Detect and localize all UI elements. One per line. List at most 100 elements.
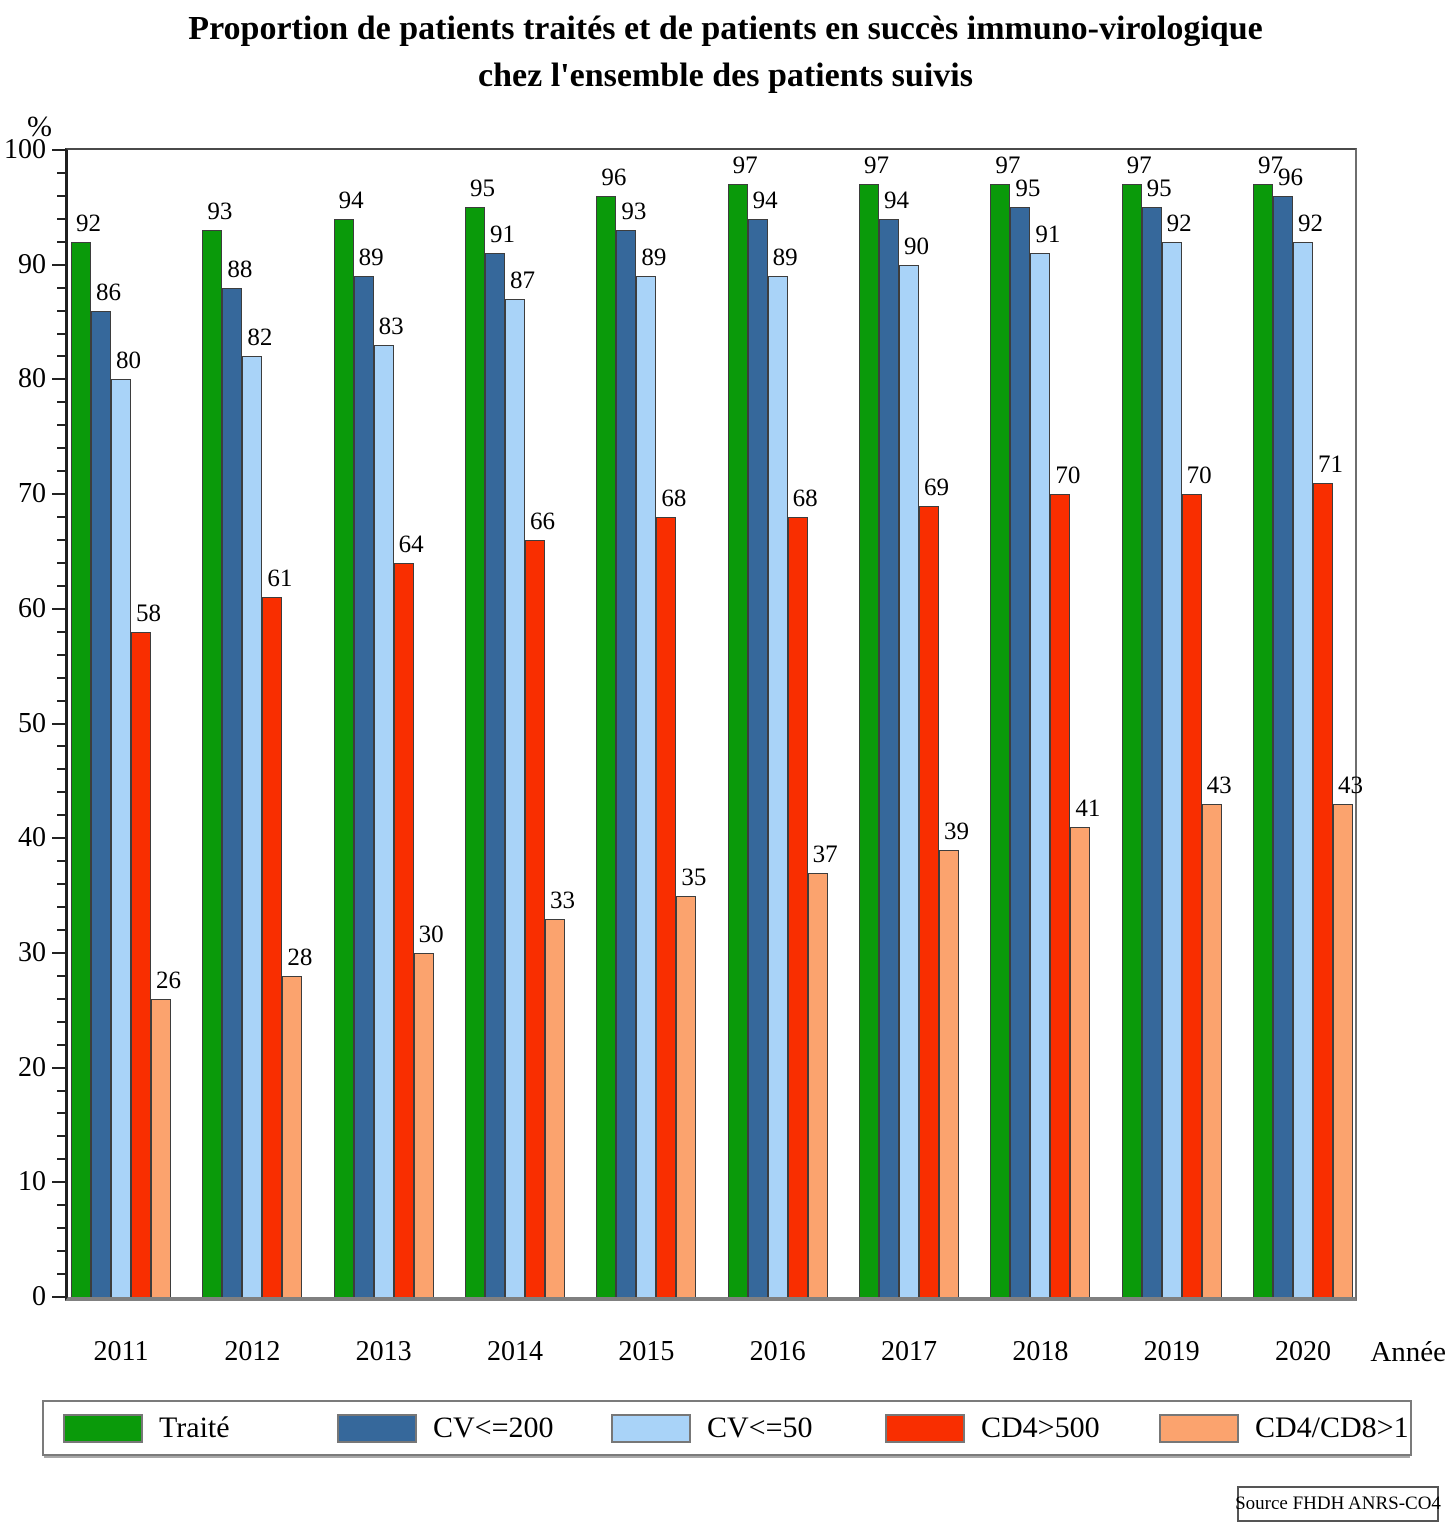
bar-value-label: 80 [116, 347, 141, 375]
bar-value-label: 97 [995, 152, 1021, 180]
bar-value-label: 58 [136, 599, 161, 627]
bar-cd4500-2014 [525, 539, 545, 1297]
y-tick-label-100: 100 [4, 134, 46, 165]
bar-cd4500-2015 [656, 517, 677, 1297]
y-major-tick [52, 378, 65, 381]
y-minor-tick [57, 1043, 65, 1046]
bar-trait-2014 [465, 207, 485, 1297]
bar-cd4cd81-2014 [545, 918, 565, 1297]
x-tick-label-2019: 2019 [1143, 1336, 1200, 1367]
y-major-tick [52, 607, 65, 610]
y-major-tick [52, 149, 65, 151]
bar-cd4500-2011 [131, 631, 151, 1297]
chart-title: Proportion de patients traités et de pat… [0, 6, 1451, 100]
bar-value-label: 91 [490, 221, 515, 249]
y-minor-tick [57, 1250, 65, 1253]
bar-trait-2011 [71, 241, 91, 1297]
bar-value-label: 66 [530, 507, 555, 535]
y-major-tick [52, 837, 65, 840]
y-axis-unit-label: % [27, 110, 52, 143]
y-minor-tick [57, 194, 65, 197]
legend-swatch-cv200 [337, 1413, 417, 1443]
bar-value-label: 71 [1318, 450, 1343, 478]
x-tick-label-2016: 2016 [749, 1336, 806, 1367]
bar-value-label: 70 [1055, 462, 1081, 490]
y-minor-tick [57, 928, 65, 931]
bar-trait-2013 [333, 218, 354, 1297]
legend-label-cv200: CV<=200 [433, 1411, 554, 1444]
y-minor-tick [57, 470, 65, 473]
bar-cd4500-2013 [393, 562, 414, 1297]
y-major-tick [52, 1066, 65, 1069]
bar-cv50-2012 [242, 356, 263, 1297]
y-minor-tick [57, 424, 65, 427]
plot-area: 92 86 80 58 26 93 88 82 61 28 94 89 83 64 30 95 91 87 66 33… [65, 148, 1363, 1301]
bar-value-label: 69 [924, 473, 949, 501]
bar-cd4500-2018 [1050, 494, 1071, 1297]
bar-value-label: 70 [1186, 462, 1212, 490]
bar-cv200-2012 [222, 287, 243, 1297]
legend-item-cd4500: CD4>500 [866, 1411, 1140, 1445]
bar-value-label: 82 [247, 324, 273, 352]
bar-value-label: 33 [550, 886, 575, 914]
y-minor-tick [57, 860, 65, 863]
y-major-tick [52, 263, 65, 266]
y-minor-tick [57, 1135, 65, 1138]
bar-trait-2017 [859, 184, 879, 1297]
bar-value-label: 95 [1015, 175, 1041, 203]
y-minor-tick [57, 584, 65, 587]
legend-label-traite: Traité [159, 1411, 230, 1444]
bar-cd4cd81-2017 [939, 849, 959, 1297]
y-minor-tick [57, 1158, 65, 1161]
y-tick-label-50: 50 [18, 707, 46, 739]
bar-value-label: 93 [207, 198, 233, 226]
y-tick-label-20: 20 [18, 1051, 46, 1083]
bar-cv200-2014 [485, 253, 505, 1297]
bar-cv50-2017 [899, 264, 919, 1297]
bar-value-label: 37 [812, 840, 838, 868]
bar-cv200-2018 [1010, 207, 1031, 1297]
x-axis-labels: 2011 2012 2013 2014 2015 2016 2017 2018 2019 2020 [65, 1336, 1357, 1376]
bar-value-label: 26 [156, 966, 181, 994]
legend-swatch-cd4500 [885, 1413, 965, 1443]
y-minor-tick [57, 653, 65, 656]
y-minor-tick [57, 630, 65, 633]
bar-value-label: 97 [732, 152, 758, 180]
bar-cv50-2011 [111, 379, 131, 1297]
bar-value-label: 93 [621, 198, 647, 226]
bar-value-label: 96 [1278, 163, 1303, 191]
y-minor-tick [57, 516, 65, 519]
legend-swatch-traite [63, 1413, 143, 1443]
bar-cd4cd81-2019 [1201, 803, 1222, 1297]
bar-value-label: 28 [287, 943, 313, 971]
bar-cd4cd81-2012 [282, 975, 303, 1297]
bar-value-label: 97 [1126, 152, 1152, 180]
bar-trait-2016 [727, 184, 748, 1297]
bar-value-label: 41 [1075, 794, 1101, 822]
source-box: Source FHDH ANRS-CO4 [1235, 1486, 1441, 1522]
bar-value-label: 97 [1258, 152, 1283, 180]
bar-value-label: 92 [1298, 209, 1323, 237]
bar-cv200-2011 [91, 310, 111, 1297]
bar-cd4500-2017 [919, 505, 939, 1297]
legend-item-cd4cd8: CD4/CD8>1 [1140, 1411, 1414, 1445]
y-minor-tick [57, 217, 65, 220]
x-tick-label-2012: 2012 [224, 1336, 281, 1367]
bar-trait-2020 [1253, 184, 1273, 1297]
y-minor-tick [57, 906, 65, 909]
y-minor-tick [57, 791, 65, 794]
y-major-tick [52, 493, 65, 496]
bar-cv50-2019 [1161, 241, 1182, 1297]
y-major-tick [52, 1296, 65, 1298]
bar-cd4500-2020 [1313, 482, 1333, 1297]
y-minor-tick [57, 1273, 65, 1276]
bar-trait-2018 [990, 184, 1011, 1297]
y-minor-tick [57, 355, 65, 358]
bar-cd4cd81-2016 [807, 872, 828, 1297]
bar-value-label: 92 [76, 209, 101, 237]
y-tick-label-40: 40 [18, 822, 46, 854]
bar-value-label: 94 [884, 186, 909, 214]
bar-value-label: 83 [378, 313, 404, 340]
bar-trait-2019 [1121, 184, 1142, 1297]
